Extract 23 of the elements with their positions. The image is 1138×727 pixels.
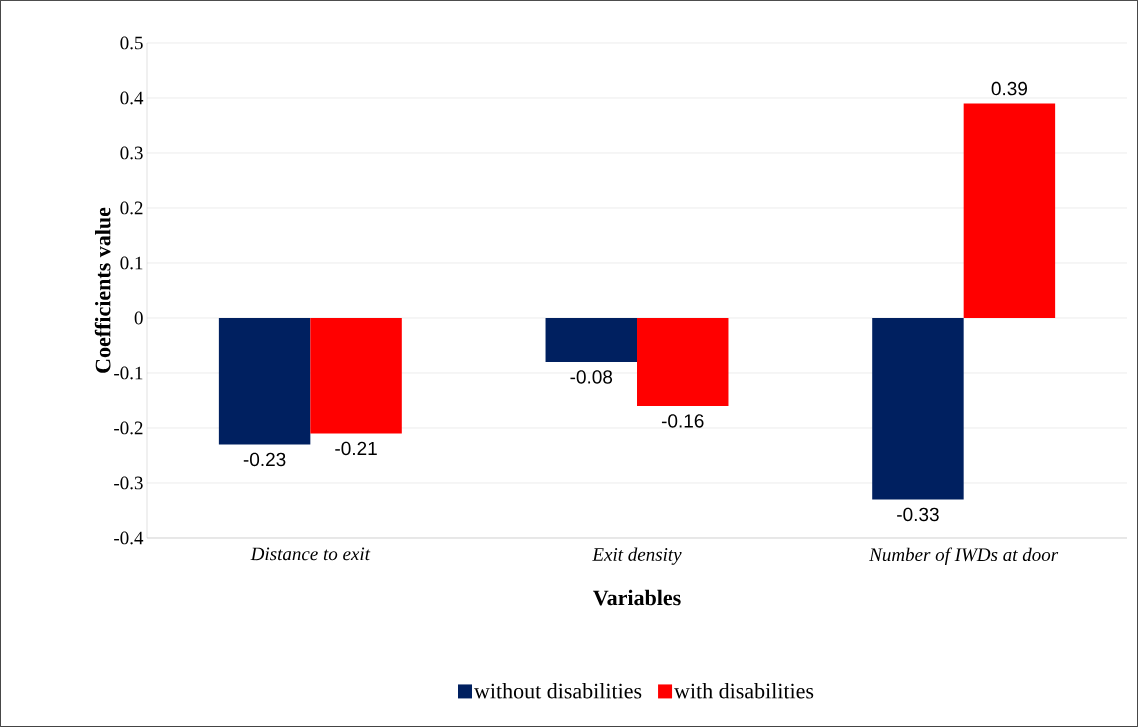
data-label: -0.33 xyxy=(897,507,939,522)
y-tick-label: 0.2 xyxy=(120,201,143,215)
x-tick-label: Exit density xyxy=(592,547,682,565)
data-label: -0.23 xyxy=(243,452,286,467)
y-tick-label: 0 xyxy=(134,311,143,325)
data-label: -0.21 xyxy=(335,441,377,456)
y-tick-label: -0.4 xyxy=(114,531,144,545)
data-label: 0.39 xyxy=(991,81,1027,96)
y-tick-label: 0.5 xyxy=(120,36,143,50)
y-axis-title: Coefficients value xyxy=(94,207,111,373)
legend-label: without disabilities xyxy=(474,683,642,699)
x-axis-title: Variables xyxy=(593,589,681,606)
y-tick-label: -0.1 xyxy=(114,366,143,380)
data-label: -0.16 xyxy=(661,414,704,428)
y-tick-label: 0.3 xyxy=(120,146,143,160)
y-tick-label: 0.4 xyxy=(120,91,144,105)
x-tick-label: Distance to exit xyxy=(250,547,371,561)
x-tick-label: Number of IWDs at door xyxy=(869,547,1059,565)
y-tick-label: -0.3 xyxy=(114,476,143,490)
data-label: -0.08 xyxy=(570,370,613,384)
y-tick-label: 0.1 xyxy=(120,256,143,270)
legend-label: with disabilities xyxy=(674,683,814,699)
y-tick-label: -0.2 xyxy=(114,421,143,435)
